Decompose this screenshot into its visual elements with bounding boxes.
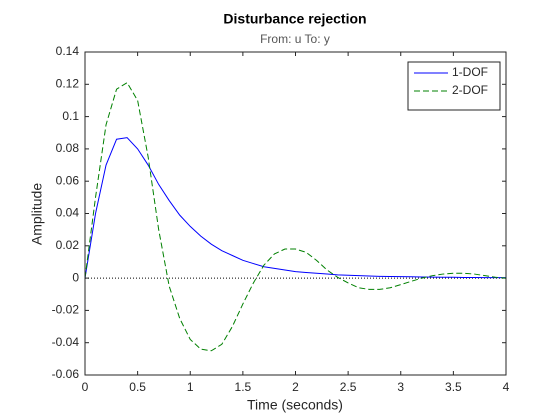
chart-subtitle: From: u To: y bbox=[260, 32, 330, 46]
legend-box bbox=[407, 61, 501, 111]
x-axis-label: Time (seconds) bbox=[247, 397, 343, 413]
x-tick-label: 2.5 bbox=[340, 380, 357, 394]
chart-title: Disturbance rejection bbox=[223, 11, 366, 27]
x-tick-label: 3.5 bbox=[445, 380, 462, 394]
y-tick-label: 0.02 bbox=[56, 238, 80, 252]
series-line bbox=[84, 81, 507, 352]
x-tick-label: 4 bbox=[503, 380, 510, 394]
y-tick-label: -0.06 bbox=[52, 367, 80, 381]
legend-label: 2-DOF bbox=[452, 83, 488, 97]
y-tick-label: 0.12 bbox=[56, 76, 80, 90]
y-tick-label: 0 bbox=[72, 270, 79, 284]
x-tick-label: 3 bbox=[397, 380, 404, 394]
y-tick-label: -0.02 bbox=[52, 303, 80, 317]
x-tick-label: 2 bbox=[292, 380, 299, 394]
y-tick-label: 0.04 bbox=[56, 206, 80, 220]
y-tick-label: 0.14 bbox=[56, 44, 80, 58]
axes-box bbox=[84, 51, 507, 376]
x-tick-label: 0.5 bbox=[129, 380, 146, 394]
x-tick-label: 0 bbox=[82, 380, 89, 394]
y-tick-label: 0.06 bbox=[56, 173, 80, 187]
y-axis-label: Amplitude bbox=[29, 183, 45, 245]
series-line bbox=[84, 137, 506, 279]
y-tick-label: 0.1 bbox=[62, 109, 79, 123]
y-tick-label: -0.04 bbox=[52, 335, 80, 349]
x-tick-label: 1 bbox=[187, 380, 194, 394]
x-tick-label: 1.5 bbox=[235, 380, 252, 394]
y-tick-label: 0.08 bbox=[56, 141, 80, 155]
legend-label: 1-DOF bbox=[452, 65, 488, 79]
